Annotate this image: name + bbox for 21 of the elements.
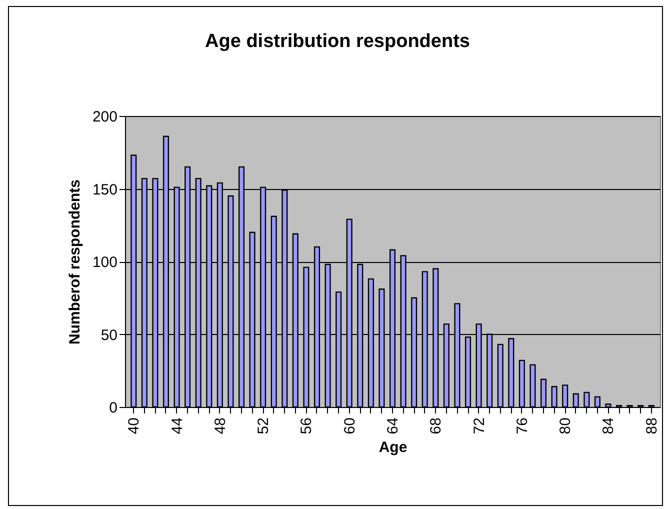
- x-tick-label: 84: [600, 418, 618, 434]
- x-tick-label: 64: [384, 418, 402, 434]
- x-tick-label: 40: [126, 418, 143, 434]
- y-axis-title: Numberof respondents: [66, 179, 84, 345]
- x-axis-title: Age: [378, 439, 408, 456]
- x-tick-label: 52: [255, 418, 272, 434]
- y-tick-label: 100: [92, 254, 118, 271]
- y-tick-label: 50: [100, 326, 118, 344]
- y-tick-label: 0: [109, 400, 118, 416]
- x-tick-label: 88: [643, 418, 660, 434]
- y-tick-label: 200: [92, 108, 118, 126]
- x-tick-label: 68: [428, 418, 445, 434]
- x-tick-label: 80: [557, 418, 574, 434]
- x-tick-label: 60: [341, 418, 358, 434]
- x-tick-label: 44: [168, 418, 186, 434]
- chart-title: Age distribution respondents: [205, 31, 470, 52]
- x-tick-label: 76: [514, 418, 531, 434]
- x-tick-label: 56: [298, 418, 316, 434]
- x-tick-label: 72: [470, 418, 488, 434]
- x-tick-label: 48: [212, 418, 229, 434]
- y-tick-label: 150: [92, 181, 118, 198]
